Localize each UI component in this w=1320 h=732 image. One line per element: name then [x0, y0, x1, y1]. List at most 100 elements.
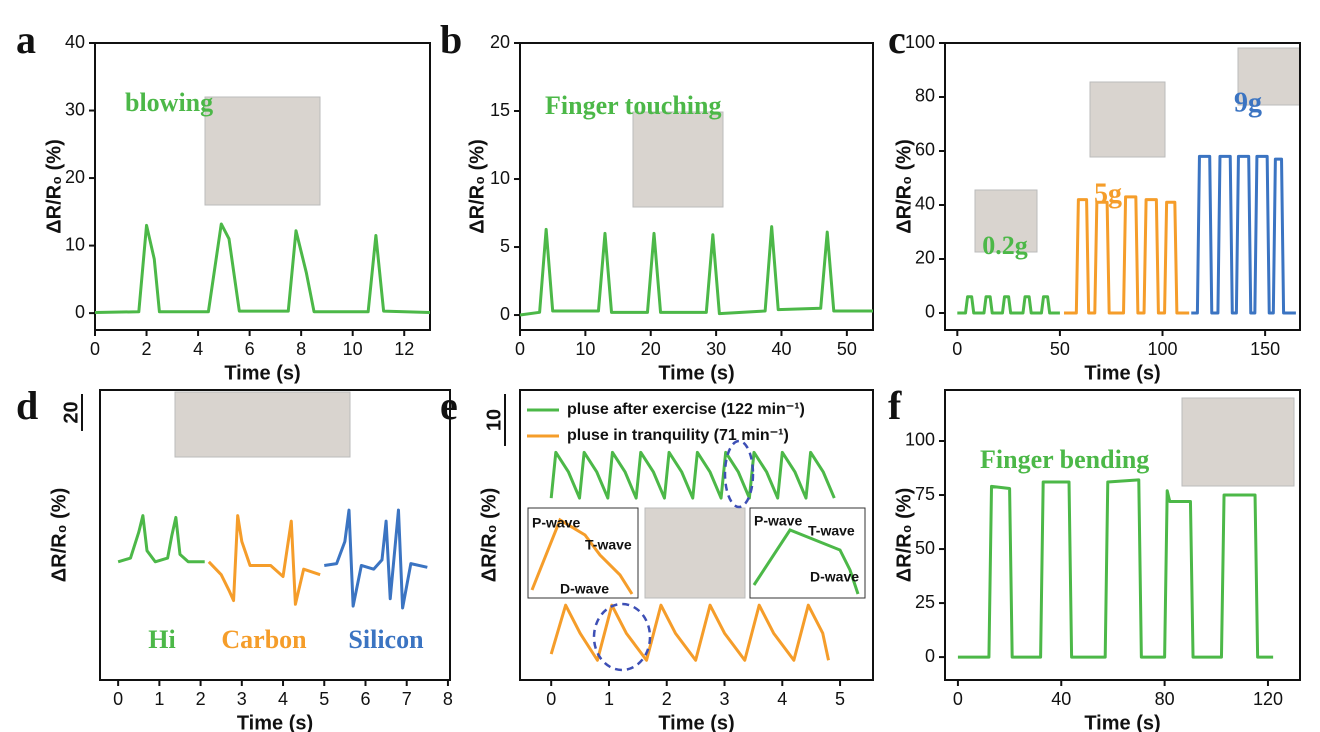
y-axis-title: ΔR/R₀ (%): [466, 139, 488, 234]
x-axis-title: Time (s): [1084, 362, 1160, 384]
y-tick-label: 20: [490, 32, 510, 52]
x-tick-label: 50: [837, 339, 857, 359]
y-tick-label: 10: [65, 234, 85, 254]
photo: [1182, 398, 1294, 486]
y-tick-label: 20: [915, 248, 935, 268]
x-tick-label: 0: [953, 689, 963, 709]
x-tick-label: 30: [706, 339, 726, 359]
panel-letter: e: [440, 383, 458, 428]
x-tick-label: 6: [245, 339, 255, 359]
x-tick-label: 3: [237, 689, 247, 709]
y-axis-title: ΔR/R₀ (%): [893, 488, 915, 583]
y-tick-label: 0: [925, 646, 935, 666]
x-axis-title: Time (s): [1084, 712, 1160, 732]
x-tick-label: 0: [515, 339, 525, 359]
series-label: Silicon: [348, 625, 424, 654]
y-tick-label: 50: [915, 538, 935, 558]
y-tick-label: 0: [75, 302, 85, 322]
y-tick-label: 40: [915, 194, 935, 214]
x-axis-title: Time (s): [658, 712, 734, 732]
x-axis-title: Time (s): [224, 362, 300, 384]
data-line: [209, 516, 320, 605]
y-tick-label: 75: [915, 484, 935, 504]
y-tick-label: 30: [65, 99, 85, 119]
scale-bar-label: 20: [60, 401, 82, 423]
legend-label: pluse after exercise (122 min⁻¹): [567, 401, 805, 418]
series-label: 0.2g: [982, 231, 1028, 260]
data-line: [324, 510, 427, 608]
y-axis-title: ΔR/R₀ (%): [893, 139, 915, 234]
x-tick-label: 120: [1253, 689, 1283, 709]
annotation: Finger touching: [545, 91, 721, 120]
panel-letter: b: [440, 17, 462, 62]
annotation: Finger bending: [980, 445, 1149, 474]
x-tick-label: 0: [90, 339, 100, 359]
data-line: [551, 605, 828, 660]
x-tick-label: 40: [771, 339, 791, 359]
x-tick-label: 7: [402, 689, 412, 709]
panel-letter: c: [888, 17, 906, 62]
annotation: T-wave: [808, 523, 855, 539]
series-label: Carbon: [221, 625, 307, 654]
y-tick-label: 60: [915, 140, 935, 160]
x-tick-label: 0: [952, 339, 962, 359]
legend-label: pluse in tranquility (71 min⁻¹): [567, 427, 789, 444]
y-axis-title: ΔR/R₀ (%): [43, 139, 65, 234]
y-tick-label: 80: [915, 86, 935, 106]
data-line: [957, 297, 1060, 313]
x-tick-label: 0: [113, 689, 123, 709]
annotation: P-wave: [532, 515, 580, 531]
x-tick-label: 150: [1250, 339, 1280, 359]
x-tick-label: 2: [662, 689, 672, 709]
data-line: [958, 480, 1273, 657]
data-line: [551, 452, 834, 498]
annotation: D-wave: [560, 581, 609, 597]
y-axis-title: ΔR/R₀ (%): [48, 488, 70, 583]
y-tick-label: 100: [905, 32, 935, 52]
x-tick-label: 2: [142, 339, 152, 359]
y-axis-title: ΔR/R₀ (%): [478, 488, 500, 583]
x-tick-label: 6: [360, 689, 370, 709]
x-tick-label: 5: [319, 689, 329, 709]
x-tick-label: 40: [1051, 689, 1071, 709]
photo: [633, 112, 723, 207]
figure: 024681012010203040Time (s)ΔR/R₀ (%)ablow…: [0, 0, 1320, 732]
photo: [175, 392, 350, 457]
y-tick-label: 20: [65, 167, 85, 187]
x-tick-label: 100: [1147, 339, 1177, 359]
annotation: D-wave: [810, 569, 859, 585]
x-tick-label: 12: [394, 339, 414, 359]
annotation: blowing: [125, 88, 213, 117]
x-tick-label: 4: [777, 689, 787, 709]
x-tick-label: 8: [296, 339, 306, 359]
data-line: [118, 516, 205, 562]
data-line: [520, 227, 873, 315]
y-tick-label: 25: [915, 592, 935, 612]
x-tick-label: 0: [546, 689, 556, 709]
data-line: [95, 224, 430, 312]
y-tick-label: 40: [65, 32, 85, 52]
x-tick-label: 8: [443, 689, 453, 709]
y-tick-label: 0: [925, 302, 935, 322]
x-tick-label: 2: [196, 689, 206, 709]
panel-letter: a: [16, 17, 36, 62]
series-label: 5g: [1094, 178, 1122, 209]
scale-bar-label: 10: [483, 409, 505, 431]
y-tick-label: 5: [500, 236, 510, 256]
y-tick-label: 10: [490, 168, 510, 188]
x-axis-title: Time (s): [658, 362, 734, 384]
x-tick-label: 1: [154, 689, 164, 709]
x-tick-label: 5: [835, 689, 845, 709]
panel-letter: d: [16, 383, 38, 428]
x-tick-label: 10: [343, 339, 363, 359]
annotation: P-wave: [754, 513, 802, 529]
y-tick-label: 0: [500, 304, 510, 324]
series-label: Hi: [148, 625, 175, 654]
x-tick-label: 20: [641, 339, 661, 359]
y-tick-label: 100: [905, 430, 935, 450]
x-axis-title: Time (s): [237, 712, 313, 732]
photo: [645, 508, 745, 598]
series-label: 9g: [1234, 87, 1262, 118]
x-tick-label: 80: [1155, 689, 1175, 709]
panel-letter: f: [888, 383, 902, 428]
